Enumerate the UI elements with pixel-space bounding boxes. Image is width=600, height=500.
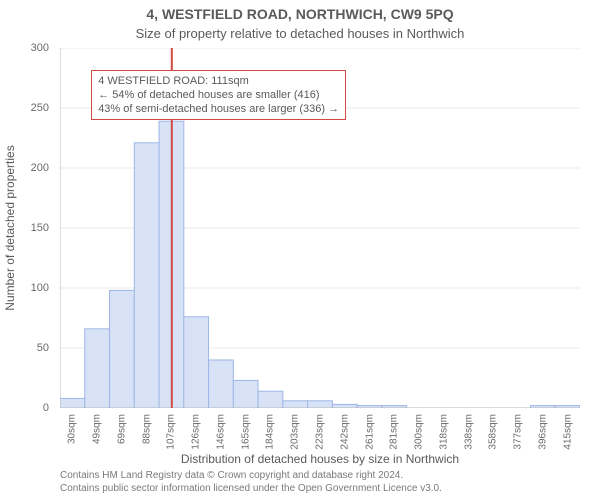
y-tick-label: 0 — [43, 402, 49, 414]
histogram-bar — [134, 143, 159, 408]
x-tick-label: 415sqm — [562, 414, 573, 450]
chart-container: 4, WESTFIELD ROAD, NORTHWICH, CW9 5PQ Si… — [0, 0, 600, 500]
info-line-property: 4 WESTFIELD ROAD: 111sqm — [98, 74, 339, 88]
footer-line-2: Contains public sector information licen… — [60, 483, 580, 496]
page-title: 4, WESTFIELD ROAD, NORTHWICH, CW9 5PQ — [0, 6, 600, 22]
x-tick-label: 281sqm — [389, 414, 400, 450]
info-line-larger: 43% of semi-detached houses are larger (… — [98, 102, 339, 116]
x-tick-label: 69sqm — [116, 414, 127, 444]
footer-attribution: Contains HM Land Registry data © Crown c… — [60, 470, 580, 495]
footer-line-1: Contains HM Land Registry data © Crown c… — [60, 470, 580, 483]
x-tick-label: 261sqm — [364, 414, 375, 450]
y-tick-label: 50 — [37, 342, 49, 354]
y-tick-label: 200 — [31, 162, 49, 174]
x-tick-label: 242sqm — [339, 414, 350, 450]
histogram-bar — [85, 329, 110, 408]
marker-info-box: 4 WESTFIELD ROAD: 111sqm ← 54% of detach… — [91, 70, 346, 121]
x-tick-label: 146sqm — [215, 414, 226, 450]
x-tick-label: 107sqm — [166, 414, 177, 450]
x-tick-label: 184sqm — [265, 414, 276, 450]
x-tick-label: 165sqm — [240, 414, 251, 450]
y-tick-label: 100 — [31, 282, 49, 294]
x-tick-label: 396sqm — [537, 414, 548, 450]
x-tick-label: 49sqm — [92, 414, 103, 444]
x-tick-label: 318sqm — [438, 414, 449, 450]
histogram-bar — [184, 317, 209, 408]
x-tick-label: 126sqm — [191, 414, 202, 450]
histogram-bar — [308, 401, 333, 408]
y-tick-labels: 050100150200250300 — [0, 48, 55, 408]
histogram-bar — [60, 398, 85, 408]
histogram-bar — [258, 391, 283, 408]
x-tick-label: 377sqm — [513, 414, 524, 450]
x-tick-label: 203sqm — [290, 414, 301, 450]
x-tick-label: 338sqm — [463, 414, 474, 450]
x-tick-label: 300sqm — [414, 414, 425, 450]
y-tick-label: 300 — [31, 42, 49, 54]
x-tick-label: 88sqm — [141, 414, 152, 444]
histogram-bar — [283, 401, 308, 408]
x-axis-label: Distribution of detached houses by size … — [60, 452, 580, 466]
y-tick-label: 250 — [31, 102, 49, 114]
info-line-smaller: ← 54% of detached houses are smaller (41… — [98, 88, 339, 102]
x-tick-labels: 30sqm 49sqm 69sqm 88sqm 107sqm 126sqm 146sqm 16… — [60, 408, 580, 458]
x-tick-label: 358sqm — [488, 414, 499, 450]
x-tick-label: 223sqm — [315, 414, 326, 450]
x-tick-label: 30sqm — [67, 414, 78, 444]
histogram-bar — [233, 380, 258, 408]
y-tick-label: 150 — [31, 222, 49, 234]
histogram-bar — [209, 360, 234, 408]
histogram-bar — [110, 290, 135, 408]
chart-subtitle: Size of property relative to detached ho… — [0, 26, 600, 41]
